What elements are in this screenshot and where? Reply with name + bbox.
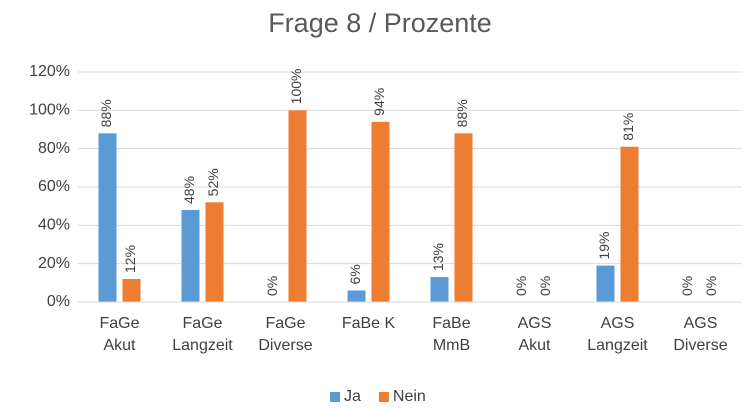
x-tick-label: AGS Diverse bbox=[673, 315, 727, 354]
data-label: 81% bbox=[620, 113, 636, 141]
legend-swatch bbox=[378, 392, 389, 402]
bar bbox=[98, 133, 117, 302]
data-label: 100% bbox=[288, 69, 304, 105]
x-tick-label: AGS Langzeit bbox=[587, 315, 648, 354]
bar bbox=[430, 277, 449, 302]
bar bbox=[205, 202, 224, 302]
bar bbox=[347, 290, 366, 302]
data-label: 0% bbox=[679, 276, 695, 296]
x-tick-label: FaGe Diverse bbox=[258, 315, 312, 354]
bar bbox=[122, 279, 141, 302]
y-tick-label: 20% bbox=[38, 255, 70, 272]
x-tick-label: FaBe MmB bbox=[432, 315, 470, 354]
data-label: 88% bbox=[454, 99, 470, 127]
legend-label: Nein bbox=[393, 388, 426, 405]
bar bbox=[371, 121, 390, 302]
data-label: 6% bbox=[347, 264, 363, 284]
legend-swatch bbox=[330, 392, 340, 402]
bar bbox=[596, 265, 615, 302]
y-tick-label: 80% bbox=[38, 140, 70, 157]
chart-title: Frage 8 / Prozente bbox=[268, 8, 492, 38]
data-label: 0% bbox=[513, 276, 529, 296]
x-tick-label: FaBe K bbox=[342, 315, 396, 332]
legend-label: Ja bbox=[344, 388, 361, 405]
data-label: 12% bbox=[122, 245, 138, 273]
x-tick-label: FaGe Langzeit bbox=[172, 315, 233, 354]
y-tick-label: 40% bbox=[38, 217, 70, 234]
data-label: 94% bbox=[371, 88, 387, 116]
y-tick-label: 100% bbox=[29, 102, 70, 119]
bar bbox=[454, 133, 473, 302]
x-tick-label: AGS Akut bbox=[518, 315, 552, 354]
data-label: 0% bbox=[703, 276, 719, 296]
data-label: 0% bbox=[264, 276, 280, 296]
bar bbox=[288, 110, 307, 302]
bar bbox=[181, 210, 200, 302]
bar bbox=[620, 146, 639, 302]
x-tick-label: FaGe Akut bbox=[99, 315, 139, 354]
y-tick-label: 120% bbox=[29, 63, 70, 80]
data-label: 13% bbox=[430, 243, 446, 271]
y-tick-label: 0% bbox=[47, 293, 70, 310]
data-label: 48% bbox=[181, 176, 197, 204]
y-tick-label: 60% bbox=[38, 178, 70, 195]
data-label: 52% bbox=[205, 168, 221, 196]
data-label: 19% bbox=[596, 232, 612, 260]
data-label: 88% bbox=[98, 99, 114, 127]
data-label: 0% bbox=[537, 276, 553, 296]
